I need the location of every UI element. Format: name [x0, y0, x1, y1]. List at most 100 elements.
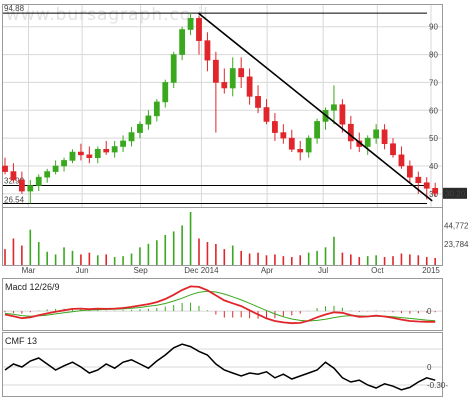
- candle-body: [18, 179, 25, 192]
- candle-body: [94, 148, 101, 158]
- cmf-title: CMF 13: [5, 336, 37, 346]
- volume-bar: [156, 240, 158, 265]
- volume-bar: [307, 252, 310, 265]
- volume-bar: [96, 255, 99, 265]
- macd-pane: Macd 12/26/9 0: [2, 278, 443, 331]
- candle-body: [69, 151, 76, 161]
- candle-body: [111, 146, 118, 153]
- last-price-label: 30.20: [445, 189, 466, 198]
- candle-body: [35, 176, 42, 186]
- volume-bar: [113, 257, 116, 265]
- volume-bar: [274, 254, 276, 265]
- candle-body: [179, 29, 186, 55]
- price-tick-label: 30: [429, 190, 438, 199]
- volume-bar: [383, 257, 386, 265]
- candle-body: [52, 165, 59, 172]
- price-pane: www.bursagraph.co.il 30 40 50 60 70 80 90 94.8…: [2, 4, 467, 208]
- volume-bar: [206, 242, 209, 265]
- candle-body: [305, 137, 312, 153]
- candle-body: [120, 140, 126, 147]
- trendline: [197, 12, 433, 202]
- candle-body: [331, 104, 337, 111]
- candle-body: [10, 171, 17, 181]
- candle-body: [238, 68, 245, 78]
- candle-body: [272, 121, 278, 133]
- volume-bar: [350, 254, 352, 265]
- volume-bar: [130, 253, 133, 265]
- macd-tick-label: 0: [427, 307, 432, 316]
- volume-bar: [358, 257, 361, 265]
- candle-body: [288, 137, 295, 150]
- volume-bar: [21, 245, 23, 265]
- volume-bar: [198, 238, 200, 265]
- volume-bar: [189, 212, 192, 265]
- candle-body: [373, 129, 380, 139]
- volume-bar: [181, 225, 183, 265]
- volume-bar: [46, 251, 48, 265]
- candle-body: [406, 165, 413, 178]
- last-price-badge: 30.20: [443, 187, 467, 199]
- volume-tick-label: 44,772: [444, 221, 469, 230]
- candle-body: [297, 148, 304, 153]
- candle-body: [246, 76, 253, 97]
- candle-body: [280, 132, 287, 139]
- price-tick-label: 40: [429, 162, 438, 171]
- candle-body: [255, 96, 261, 108]
- price-tick-label: 80: [429, 51, 438, 60]
- volume-bar: [400, 253, 403, 265]
- last-price-badge-bg: [443, 187, 467, 199]
- volume-bar: [54, 254, 57, 265]
- volume-bar: [417, 255, 420, 265]
- candle-body: [78, 151, 84, 156]
- volume-pane: 44,772 23,784: [2, 207, 469, 266]
- candle-body: [347, 123, 354, 142]
- candle-body: [364, 137, 371, 147]
- macd-title: Macd 12/26/9: [5, 282, 60, 292]
- candle-body: [314, 121, 320, 139]
- volume-bar: [341, 252, 344, 265]
- high-label: 94.88: [4, 4, 25, 13]
- candle-body: [432, 187, 439, 194]
- volume-bar: [290, 257, 293, 265]
- x-tick-label: Dec 2014: [184, 266, 219, 275]
- volume-tick-label: 23,784: [444, 240, 469, 249]
- volume-bar: [409, 254, 411, 265]
- volume-bar: [215, 243, 217, 265]
- candle-body: [398, 154, 405, 167]
- candle-body: [229, 68, 236, 89]
- cmf-pane: CMF 13 0 -0.30-: [2, 332, 448, 397]
- x-tick-label: 2015: [422, 266, 440, 275]
- volume-bar: [80, 254, 82, 265]
- candle-body: [153, 101, 160, 117]
- volume-bar: [248, 253, 251, 265]
- volume-bar: [366, 256, 369, 265]
- candle-body: [44, 171, 51, 178]
- macd-line: [4, 285, 436, 325]
- volume-bar: [240, 250, 242, 265]
- cmf-line: [4, 343, 436, 391]
- watermark: www.bursagraph.co.il: [6, 5, 209, 25]
- volume-bar: [88, 252, 91, 265]
- candle-body: [221, 82, 228, 89]
- other-label: 26.54: [4, 195, 25, 204]
- volume-bar: [231, 245, 234, 265]
- candle-body: [263, 107, 270, 122]
- price-tick-label: 50: [429, 134, 438, 143]
- volume-bar: [122, 256, 124, 265]
- candle-body: [423, 182, 430, 189]
- volume-bar: [139, 247, 141, 265]
- cmf-tick-label: 0: [427, 363, 432, 372]
- candle-body: [61, 160, 67, 167]
- price-tick-label: 90: [429, 23, 438, 32]
- x-tick-label: Mar: [22, 266, 36, 275]
- volume-bar: [434, 257, 436, 265]
- volume-bar: [223, 249, 226, 265]
- volume-bar: [316, 250, 318, 265]
- volume-bar: [333, 236, 335, 265]
- candle-body: [390, 143, 396, 156]
- volume-bar: [37, 242, 40, 265]
- volume-bar: [147, 243, 150, 265]
- volume-bar: [29, 229, 32, 265]
- volume-bar: [63, 247, 65, 265]
